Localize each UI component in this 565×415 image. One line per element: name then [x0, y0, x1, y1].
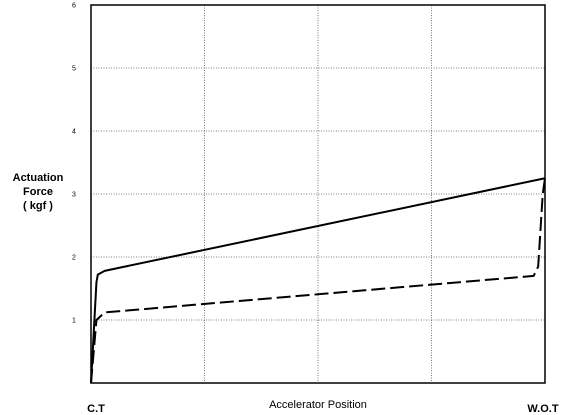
tick-layer: 1 2 3 4 5 6: [72, 3, 76, 325]
solid-series-line: [90, 177, 546, 384]
x-axis-title: Accelerator Position: [269, 399, 367, 411]
y-tick-label-6: 6: [72, 3, 76, 10]
series-layer: [90, 177, 546, 384]
grid-layer: [91, 4, 545, 383]
y-tick-label-2: 2: [72, 255, 76, 262]
x-start-label: C.T: [87, 403, 105, 415]
plot-frame: [90, 4, 546, 384]
y-axis-title-line-2: Force: [23, 186, 53, 198]
y-tick-label-3: 3: [72, 192, 76, 199]
y-axis-title-line-3: ( kgf ): [23, 200, 53, 212]
y-tick-label-4: 4: [72, 129, 76, 136]
y-axis-title-line-1: Actuation: [13, 172, 64, 184]
y-tick-label-1: 1: [72, 318, 76, 325]
x-end-label: W.O.T: [527, 403, 558, 415]
y-tick-label-5: 5: [72, 66, 76, 73]
dashed-series-line: [90, 178, 546, 384]
